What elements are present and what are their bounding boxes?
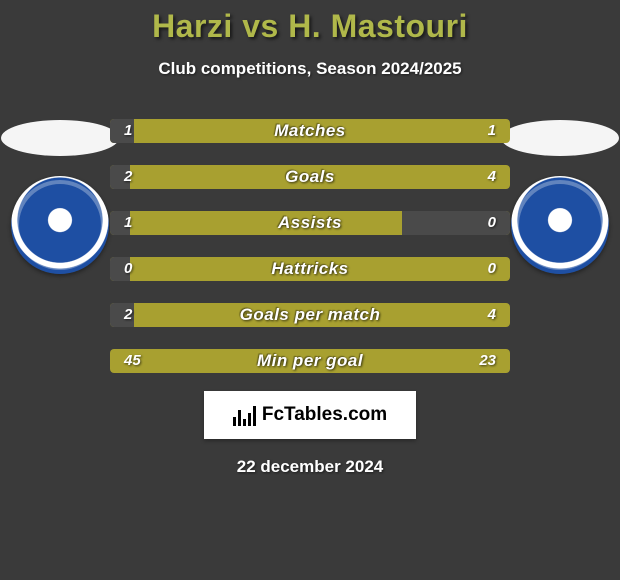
stat-label: Goals [110,165,510,189]
infographic-root: Harzi vs H. Mastouri Club competitions, … [0,0,620,477]
right-player-placeholder [501,120,619,156]
stat-row: 00Hattricks [110,257,510,281]
vs-label: vs [242,8,279,44]
subtitle: Club competitions, Season 2024/2025 [0,59,620,79]
right-crest-area [500,120,620,274]
brand-box: FcTables.com [204,391,416,439]
right-club-crest [511,176,609,274]
brand-icon [233,404,256,426]
stat-row: 11Matches [110,119,510,143]
left-crest-area [0,120,120,274]
date-label: 22 december 2024 [0,457,620,477]
stat-row: 4523Min per goal [110,349,510,373]
stat-row: 24Goals [110,165,510,189]
comparison-title: Harzi vs H. Mastouri [0,8,620,45]
stat-label: Matches [110,119,510,143]
left-player-placeholder [1,120,119,156]
stat-row: 10Assists [110,211,510,235]
left-club-crest [11,176,109,274]
stat-label: Min per goal [110,349,510,373]
stat-row: 24Goals per match [110,303,510,327]
stat-label: Assists [110,211,510,235]
stats-bars: 11Matches 24Goals 10Assists 00Hattricks 24Go… [110,119,510,373]
player-right-name: H. Mastouri [288,8,468,44]
stat-label: Hattricks [110,257,510,281]
stat-label: Goals per match [110,303,510,327]
player-left-name: Harzi [152,8,233,44]
brand-text: FcTables.com [262,404,387,426]
